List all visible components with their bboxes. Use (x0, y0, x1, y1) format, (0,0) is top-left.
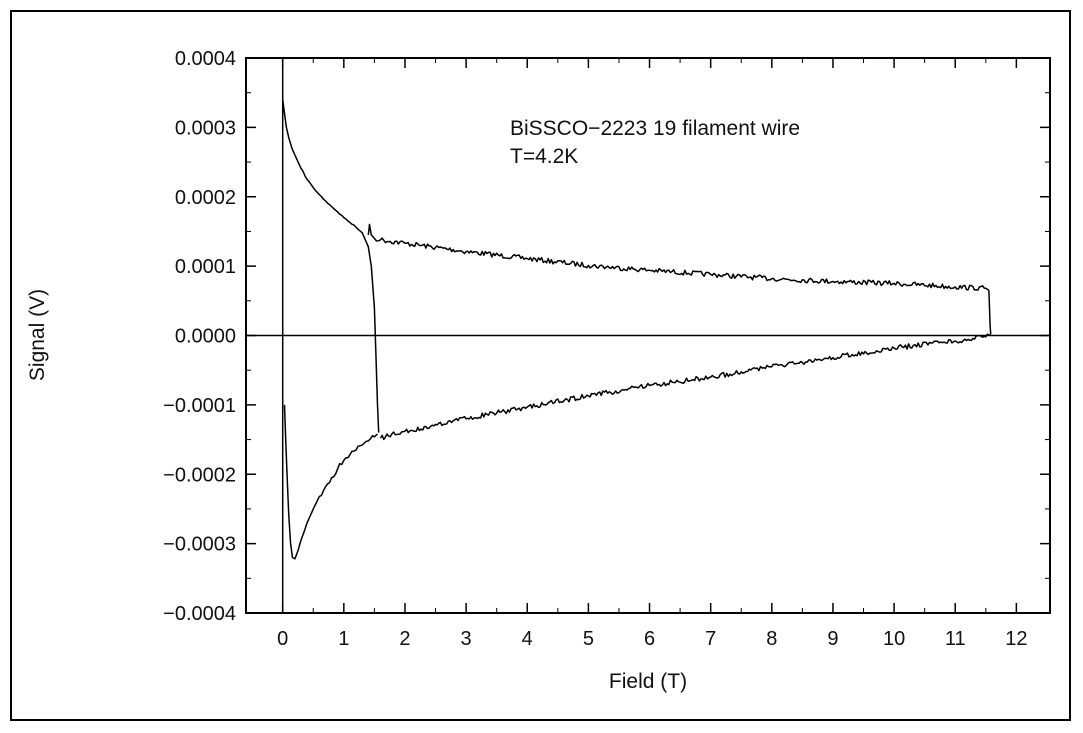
x-axis-title: Field (T) (609, 670, 687, 693)
series-line-3 (988, 290, 992, 335)
y-tick-label: 0.0001 (175, 256, 236, 278)
y-tick-label: −0.0001 (163, 395, 236, 417)
x-tick-label: 4 (522, 628, 533, 650)
series-line-4 (379, 333, 992, 441)
y-tick-label: −0.0003 (163, 534, 236, 556)
x-tick-label: 7 (705, 628, 716, 650)
x-tick-label: 12 (1005, 628, 1027, 650)
x-tick-label: 10 (883, 628, 905, 650)
annotation-sample: BiSSCO−2223 19 filament wire (510, 117, 800, 140)
x-tick-label: 2 (399, 628, 410, 650)
y-tick-label: −0.0004 (163, 603, 236, 625)
x-tick-label: 3 (461, 628, 472, 650)
x-tick-label: 6 (644, 628, 655, 650)
x-tick-label: 5 (583, 628, 594, 650)
chart-frame (10, 10, 1071, 721)
y-tick-label: 0.0002 (175, 187, 236, 209)
x-tick-label: 9 (827, 628, 838, 650)
x-tick-label: 11 (945, 628, 966, 650)
y-tick-label: −0.0002 (163, 464, 236, 486)
annotation-temperature: T=4.2K (510, 145, 578, 168)
series-line-5 (283, 404, 379, 560)
y-axis-title: Signal (V) (26, 289, 49, 381)
series-line-1 (281, 99, 380, 433)
x-tick-label: 1 (338, 628, 349, 650)
y-tick-label: 0.0004 (175, 48, 236, 70)
y-tick-label: 0.0003 (175, 117, 236, 139)
x-tick-label: 0 (277, 628, 288, 650)
x-tick-label: 8 (766, 628, 777, 650)
series-line-2 (367, 223, 990, 292)
y-tick-label: 0.0000 (175, 326, 236, 348)
